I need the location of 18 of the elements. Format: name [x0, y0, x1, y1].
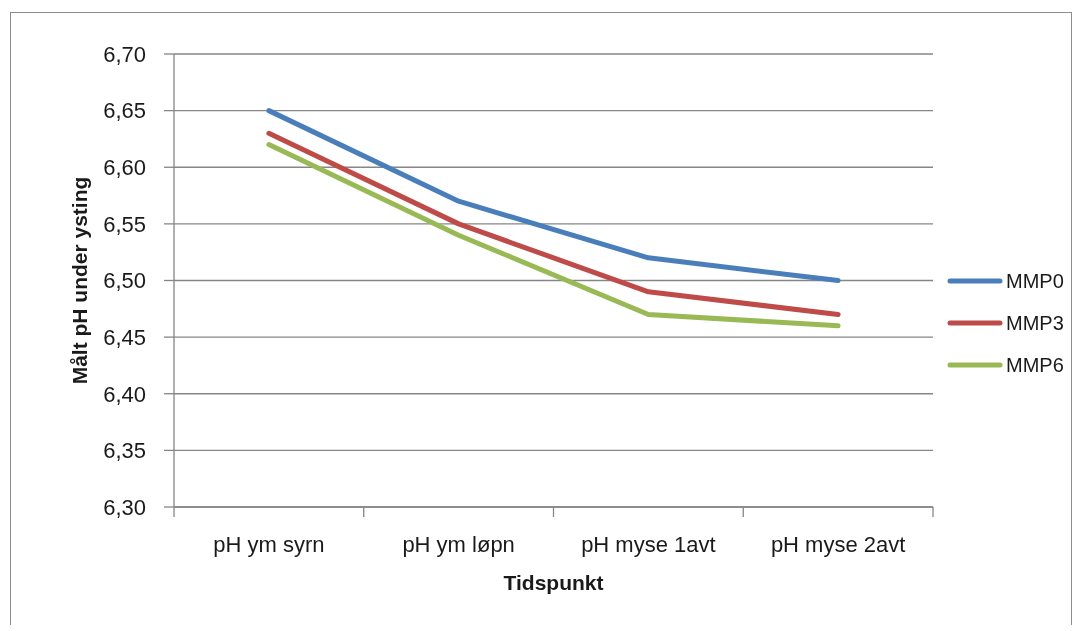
y-tick-label: 6,40	[103, 381, 146, 407]
y-tick-label: 6,35	[103, 438, 146, 464]
y-tick-label: 6,50	[103, 268, 146, 294]
y-tick-label: 6,30	[103, 494, 146, 520]
y-tick-label: 6,70	[103, 41, 146, 67]
y-tick-label: 6,45	[103, 324, 146, 350]
y-axis-title: Målt pH under ysting	[68, 176, 92, 385]
x-tick-label: pH ym løpn	[402, 532, 515, 557]
x-tick-label: pH ym syrn	[213, 532, 325, 557]
x-tick-label: pH myse 1avt	[581, 532, 716, 557]
x-axis-title: Tidspunkt	[503, 571, 604, 594]
y-tick-label: 6,60	[103, 155, 146, 181]
legend-label: MMP0	[1006, 269, 1064, 293]
y-tick-label: 6,65	[103, 98, 146, 124]
legend-label: MMP3	[1006, 311, 1064, 335]
legend-label: MMP6	[1006, 353, 1064, 377]
x-tick-label: pH myse 2avt	[770, 532, 906, 557]
y-tick-label: 6,55	[103, 211, 146, 237]
